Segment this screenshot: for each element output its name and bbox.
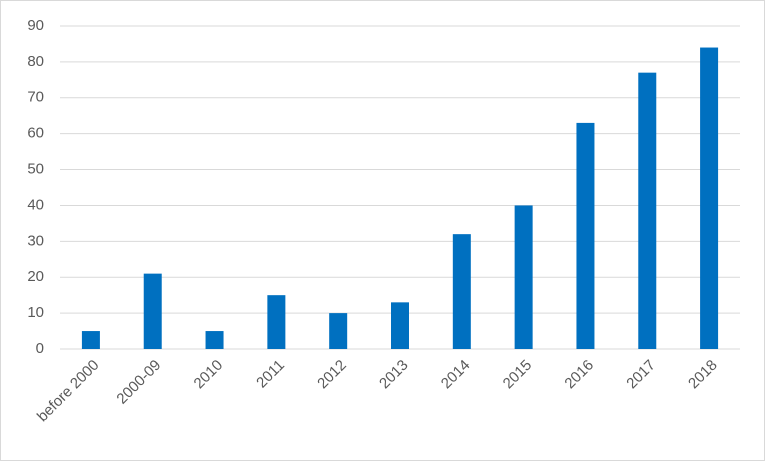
y-tick-label: 50 [27,161,44,178]
bar [700,47,719,350]
y-tick-label: 80 [27,53,44,70]
y-tick-label: 70 [27,89,44,106]
y-tick-label: 20 [27,268,44,285]
y-tick-label: 0 [36,340,44,357]
y-tick-label: 60 [27,125,44,142]
y-tick-label: 30 [27,232,44,249]
bar [205,331,224,349]
y-tick-label: 10 [27,304,44,321]
bar [267,295,286,349]
y-tick-label: 40 [27,196,44,213]
bar [81,331,100,349]
bar [329,313,348,349]
bar [391,302,409,349]
bar [576,122,595,350]
y-tick-label: 90 [27,17,44,34]
bar [143,273,162,349]
bar [452,234,471,349]
bar [638,72,657,350]
bar [514,205,533,349]
